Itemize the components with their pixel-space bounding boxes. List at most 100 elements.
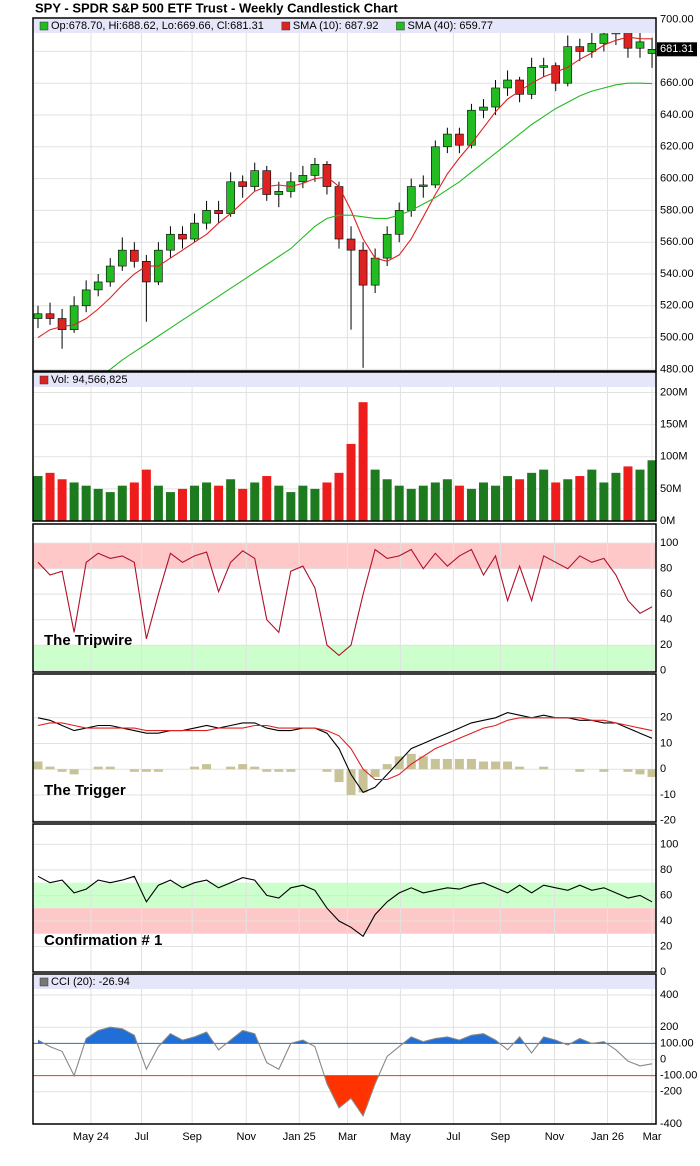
legend-strip — [34, 975, 655, 989]
panel — [33, 824, 656, 972]
volume-bar — [599, 482, 609, 521]
y-tick-label: 580.00 — [660, 204, 694, 216]
candle-body — [539, 65, 548, 68]
y-tick-label: 560.00 — [660, 236, 694, 248]
histogram-bar — [238, 764, 248, 770]
y-tick-label: 20 — [660, 639, 672, 651]
x-tick-label: Nov — [545, 1131, 565, 1143]
panel-label: Confirmation # 1 — [44, 932, 162, 949]
y-tick-label: 500.00 — [660, 332, 694, 344]
y-tick-label: -200 — [660, 1086, 682, 1098]
volume-bar — [442, 479, 452, 521]
candle-body — [443, 133, 452, 148]
candle-body — [262, 170, 272, 195]
volume-bar — [527, 472, 537, 521]
volume-bar — [478, 482, 488, 521]
y-tick-label: 60 — [660, 889, 672, 901]
panel — [33, 674, 656, 822]
volume-bar — [322, 482, 332, 521]
x-tick-label: May 24 — [73, 1131, 109, 1143]
volume-bar — [539, 469, 549, 521]
volume-bar — [406, 488, 416, 521]
candle-body — [455, 133, 464, 146]
volume-bar — [57, 479, 67, 521]
volume-bar — [250, 482, 260, 521]
y-tick-label: 20 — [660, 940, 672, 952]
histogram-bar — [418, 756, 428, 770]
candle-body — [214, 210, 223, 214]
volume-bar — [587, 469, 597, 521]
last-price-tag — [657, 42, 697, 57]
candle-body — [33, 313, 43, 319]
y-tick-label: 20 — [660, 712, 672, 724]
volume-bar — [69, 482, 79, 521]
y-tick-label: 40 — [660, 614, 672, 626]
candle-body — [238, 181, 247, 187]
legend-swatch — [39, 375, 49, 385]
volume-bar — [647, 460, 656, 521]
legend-text: CCI (20): -26.94 — [51, 976, 130, 988]
legend-strip — [34, 19, 655, 33]
volume-bar — [310, 488, 320, 521]
y-tick-label: 540.00 — [660, 268, 694, 280]
histogram-bar — [274, 769, 284, 772]
candle-body — [93, 281, 103, 291]
volume-bar — [466, 488, 476, 521]
histogram-bar — [575, 769, 585, 772]
panel-bg — [33, 674, 656, 822]
panel-bg — [33, 18, 656, 371]
candle-body — [69, 305, 79, 330]
legend-swatch — [39, 21, 49, 31]
y-tick-label: 0 — [660, 1053, 666, 1065]
histogram-bar — [262, 769, 272, 772]
candle-body — [575, 46, 585, 52]
histogram-bar — [286, 769, 296, 772]
candle-body — [382, 233, 392, 259]
level-label: -100.00 — [660, 1070, 697, 1082]
candle-body — [467, 109, 476, 146]
histogram-bar — [478, 761, 488, 770]
legend-text: SMA (10): 687.92 — [293, 20, 379, 32]
histogram-bar — [466, 758, 476, 770]
candle-body — [105, 265, 115, 283]
histogram-bar — [33, 761, 43, 770]
y-tick-label: 600.00 — [660, 173, 694, 185]
x-tick-label: Jul — [135, 1131, 149, 1143]
volume-bar — [503, 476, 513, 521]
cci-fill — [324, 1075, 379, 1116]
candle-body — [45, 313, 55, 319]
y-tick-label: 10 — [660, 737, 672, 749]
cci-fill — [38, 1027, 653, 1044]
legend-strip — [34, 373, 655, 387]
histogram-bar — [129, 769, 139, 772]
candle-body — [527, 66, 536, 95]
legend-text: Op:678.70, Hi:688.62, Lo:669.66, Cl:681.… — [51, 20, 264, 32]
histogram-bar — [153, 769, 163, 772]
histogram-bar — [57, 769, 67, 772]
candle-body — [166, 233, 175, 251]
panel — [33, 18, 656, 371]
y-tick-label: 200M — [660, 386, 688, 398]
series-line — [37, 548, 653, 657]
histogram-bar — [430, 758, 440, 770]
volume-bar — [454, 485, 464, 521]
candle-body — [370, 257, 380, 286]
candle-body — [623, 32, 633, 49]
histogram-bar — [358, 769, 368, 793]
volume-bar — [394, 485, 404, 521]
panel — [33, 372, 656, 521]
volume-bar — [45, 472, 55, 521]
histogram-bar — [334, 769, 344, 783]
histogram-bar — [322, 769, 332, 772]
volume-bar — [129, 482, 139, 521]
volume-bar — [105, 492, 115, 521]
y-tick-label: 50M — [660, 483, 681, 495]
volume-bar — [153, 485, 163, 521]
candle-body — [358, 249, 368, 286]
x-tick-label: Jan 25 — [283, 1131, 316, 1143]
candle-body — [334, 186, 344, 240]
candle-body — [515, 79, 524, 95]
candle-body — [394, 210, 404, 235]
y-tick-label: 80 — [660, 563, 672, 575]
volume-bar — [370, 469, 380, 521]
